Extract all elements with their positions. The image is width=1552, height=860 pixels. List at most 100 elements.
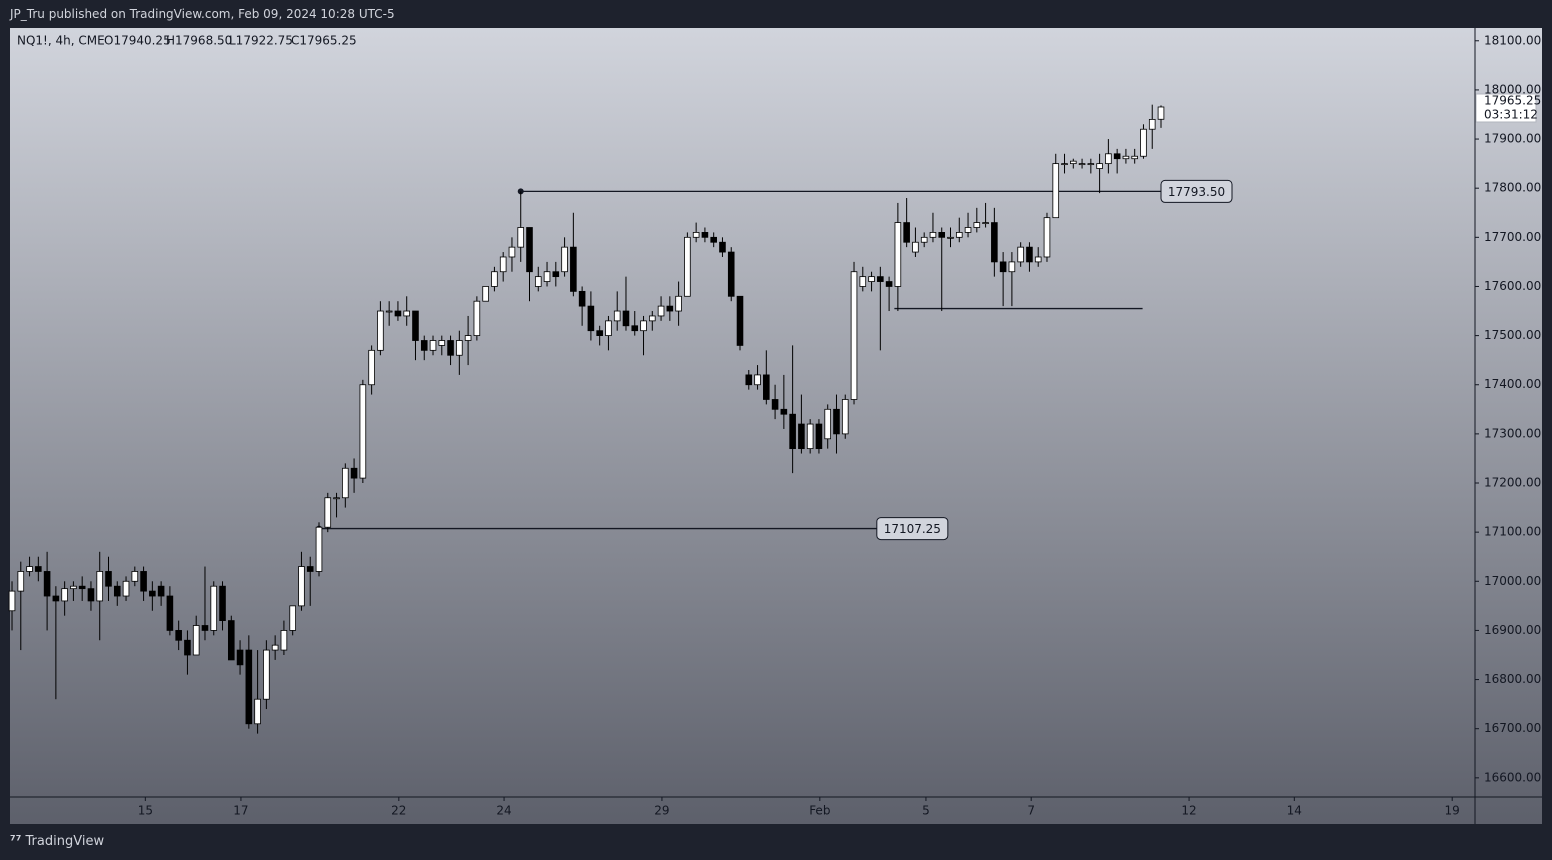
y-tick-label: 17600.00 (1484, 279, 1541, 293)
candle-body (227, 620, 235, 661)
legend-close: C17965.25 (291, 34, 357, 48)
candle-body (1157, 106, 1165, 120)
y-tick-label: 16600.00 (1484, 770, 1541, 784)
candle-body (666, 305, 674, 312)
candle-body (964, 227, 972, 233)
candle-body (429, 340, 437, 351)
candle-body (701, 232, 709, 238)
candle-body (1140, 128, 1147, 157)
candle-body (464, 335, 472, 341)
candle-body (368, 349, 375, 386)
candle-body (236, 649, 244, 666)
legend-high: H17968.50 (166, 34, 232, 48)
y-tick-label: 17400.00 (1484, 377, 1541, 391)
candle-body (420, 340, 428, 351)
candle-body (824, 408, 832, 440)
candle-body (1034, 256, 1042, 263)
candle-body (219, 585, 226, 621)
last-price: 17965.25 (1484, 93, 1541, 107)
candle-body (517, 227, 525, 248)
candle-body (377, 310, 384, 351)
y-tick-label: 17200.00 (1484, 476, 1541, 490)
candle-body (35, 566, 42, 572)
x-tick-label: 12 (1181, 804, 1196, 818)
candle-body (271, 644, 279, 651)
x-tick-label: Feb (809, 804, 830, 818)
candle-body (613, 310, 621, 322)
candle-body (684, 236, 691, 297)
candle-body (438, 340, 446, 346)
candle-body (280, 630, 288, 651)
legend-open: O17940.25 (104, 34, 171, 48)
candle-body (859, 276, 867, 287)
candle-body (122, 580, 130, 597)
candle-body (920, 236, 928, 243)
candle-body (385, 310, 393, 313)
brand[interactable]: ⁷⁷ TradingView (10, 834, 105, 849)
candle-body (552, 271, 560, 278)
candle-body (587, 305, 595, 332)
level-label-box (1160, 179, 1233, 203)
candle-body (306, 566, 314, 572)
x-tick-label: 24 (496, 804, 511, 818)
candle-body (508, 246, 516, 258)
candle-body (342, 467, 349, 499)
candle-body (903, 222, 910, 243)
candle-body (692, 232, 700, 238)
candle-body (8, 590, 16, 612)
y-tick-label: 17000.00 (1484, 574, 1541, 588)
brand-text[interactable]: TradingView (25, 834, 105, 849)
y-tick-label: 16900.00 (1484, 623, 1541, 637)
level-label: 17107.25 (884, 522, 941, 536)
y-tick-label: 18000.00 (1484, 82, 1541, 96)
candle-body (570, 246, 577, 292)
candle-body (17, 571, 25, 592)
candle-body (578, 290, 586, 307)
candle-body (113, 585, 121, 597)
candle-body (43, 571, 51, 597)
candle-body (149, 590, 156, 597)
candle-body (1069, 160, 1077, 165)
candle-body (912, 241, 919, 253)
candle-body (394, 310, 402, 317)
x-tick-label: 22 (391, 804, 406, 818)
candle-body (359, 384, 367, 479)
candle-body (140, 571, 147, 592)
candle-body (482, 286, 489, 302)
candle-body (210, 585, 218, 631)
y-tick-label: 17800.00 (1484, 181, 1541, 195)
candle-body (289, 605, 296, 631)
candle-body (157, 585, 165, 597)
candle-body (1105, 153, 1112, 165)
candle-body (877, 276, 884, 282)
candle-body (1148, 118, 1156, 130)
candle-body (850, 271, 858, 400)
candle-body (534, 276, 542, 287)
chart-background (10, 28, 1542, 824)
candle-body (929, 232, 937, 238)
y-tick-label: 17100.00 (1484, 525, 1541, 539)
candle-body (1122, 155, 1130, 160)
candle-body (640, 320, 647, 332)
candle-body (456, 340, 463, 356)
candle-body (991, 222, 998, 263)
x-tick-label: 19 (1445, 804, 1460, 818)
y-tick-label: 17700.00 (1484, 230, 1541, 244)
candle-body (526, 227, 533, 273)
candle-body (61, 588, 68, 602)
publish-info: JP_Tru published on TradingView.com, Feb… (10, 7, 395, 21)
candle-body (131, 571, 139, 582)
candle-body (1131, 155, 1138, 160)
candle-body (175, 630, 182, 641)
last-price-box (1475, 93, 1537, 123)
candle-body (70, 585, 77, 590)
x-tick-label: 14 (1287, 804, 1302, 818)
level-label-box (876, 517, 949, 541)
y-tick-label: 17900.00 (1484, 132, 1541, 146)
candle-body (1052, 163, 1060, 219)
candle-body (166, 595, 174, 631)
candle-body (543, 271, 551, 282)
x-tick-label: 5 (922, 804, 930, 818)
candle-body (499, 256, 507, 273)
